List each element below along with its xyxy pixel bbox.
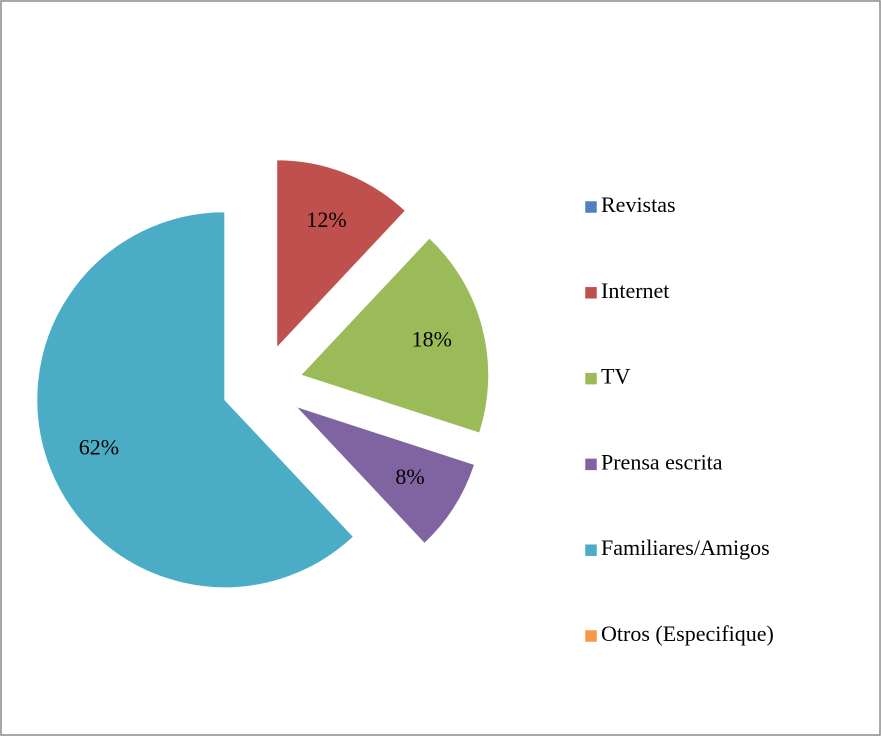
- legend-swatch: [584, 629, 598, 643]
- data-label: 18%: [412, 326, 452, 351]
- legend-label: Prensa escrita: [601, 449, 723, 474]
- pie-slice: [36, 211, 355, 589]
- pie-slice: [299, 237, 490, 434]
- legend-swatch: [584, 458, 598, 471]
- data-label: 12%: [306, 207, 346, 232]
- data-label: 62%: [79, 435, 119, 460]
- legend-swatch: [584, 543, 598, 557]
- legend-label: Internet: [601, 278, 669, 303]
- legend-label: Familiares/Amigos: [601, 535, 770, 560]
- legend-label: Revistas: [601, 192, 676, 217]
- pie-slice: [276, 159, 407, 350]
- legend-label: TV: [601, 364, 630, 389]
- pie-slice: [295, 405, 476, 545]
- data-label: 8%: [395, 464, 424, 489]
- legend-label: Otros (Especifique): [601, 621, 774, 646]
- legend-swatch: [584, 200, 598, 214]
- legend-swatch: [584, 286, 598, 300]
- legend-swatch: [584, 372, 598, 385]
